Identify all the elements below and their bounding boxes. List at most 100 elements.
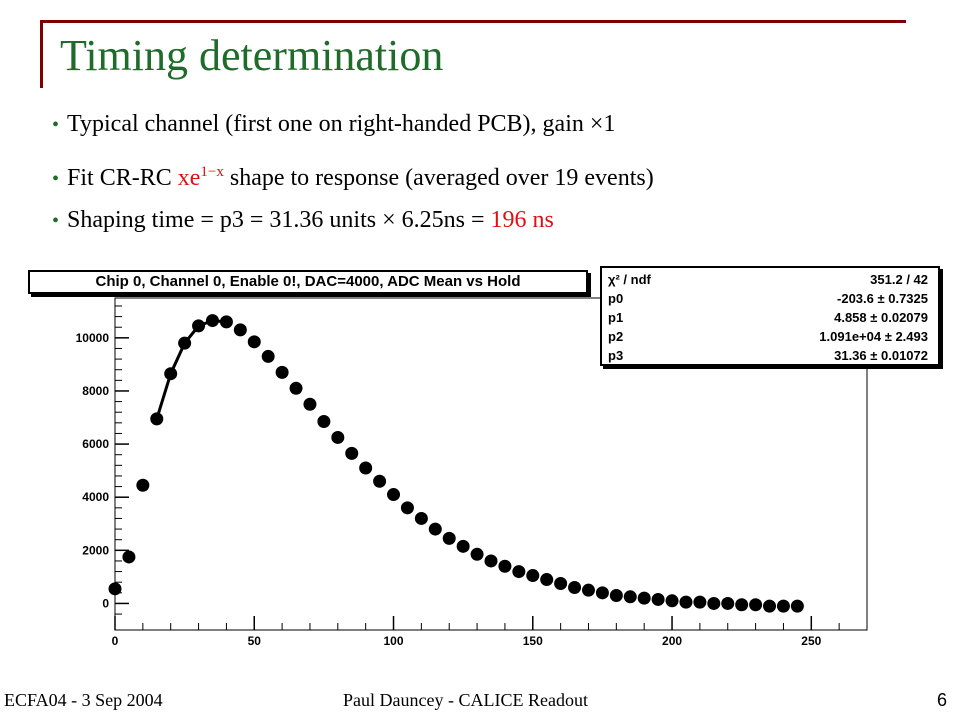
data-point xyxy=(581,583,595,597)
fit-stats-box: χ² / ndf 351.2 / 42 p0 -203.6 ± 0.7325 p1 4… xyxy=(600,266,940,366)
data-point xyxy=(665,594,679,608)
data-point xyxy=(192,319,206,333)
data-point xyxy=(219,315,233,329)
bullet-text: Typical channel (first one on right-hand… xyxy=(67,111,616,137)
stat-row-p1: p1 4.858 ± 0.02079 xyxy=(608,308,932,327)
stat-row-chi2: χ² / ndf 351.2 / 42 xyxy=(608,270,932,289)
result-highlight: 196 ns xyxy=(490,207,554,233)
stat-value: 1.091e+04 ± 2.493 xyxy=(819,329,928,344)
data-point xyxy=(122,550,136,564)
data-point xyxy=(637,591,651,605)
stat-label: p1 xyxy=(608,310,624,325)
data-point xyxy=(345,446,359,460)
data-point xyxy=(568,581,582,595)
data-point xyxy=(763,599,777,613)
data-point xyxy=(609,588,623,602)
bullet-list: • Typical channel (first one on right-han… xyxy=(52,106,654,250)
data-point xyxy=(540,573,554,587)
plot-axes: 0 2000 4000 6000 8000 10000 0 50 100 150 200 250 xyxy=(76,297,868,648)
x-tick-label: 100 xyxy=(384,634,404,648)
bullet-dot-icon: • xyxy=(52,168,60,190)
stat-row-p3: p3 31.36 ± 0.01072 xyxy=(608,346,932,365)
stat-row-p2: p2 1.091e+04 ± 2.493 xyxy=(608,327,932,346)
data-point xyxy=(317,415,331,429)
data-point xyxy=(359,461,373,475)
y-tick-label: 6000 xyxy=(82,437,109,451)
data-point xyxy=(512,565,526,579)
stat-value: 4.858 ± 0.02079 xyxy=(834,310,928,325)
data-point xyxy=(428,522,442,536)
slide-title: Timing determination xyxy=(60,31,444,80)
x-tick-label: 250 xyxy=(801,634,821,648)
stat-label: p3 xyxy=(608,348,624,363)
data-point xyxy=(721,596,735,610)
bullet-dot-icon: • xyxy=(52,210,60,232)
data-point xyxy=(414,511,428,525)
data-point xyxy=(554,577,568,591)
x-tick-label: 150 xyxy=(523,634,543,648)
data-point xyxy=(693,595,707,609)
data-point xyxy=(331,430,345,444)
data-point xyxy=(498,559,512,573)
data-point xyxy=(735,598,749,612)
stat-value: 31.36 ± 0.01072 xyxy=(834,348,928,363)
data-point xyxy=(595,586,609,600)
stat-value: 351.2 / 42 xyxy=(870,272,928,287)
page-number: 6 xyxy=(937,690,948,710)
x-tick-label: 200 xyxy=(662,634,682,648)
data-point xyxy=(150,412,164,426)
header-frame-edge xyxy=(40,20,43,88)
data-point xyxy=(233,323,247,337)
bullet-text: Shaping time = p3 = 31.36 units × 6.25ns… xyxy=(67,207,491,233)
stat-label: p0 xyxy=(608,291,624,306)
data-point xyxy=(136,478,150,492)
data-point xyxy=(387,488,401,502)
header-frame-line xyxy=(40,20,906,23)
y-tick-label: 8000 xyxy=(82,384,109,398)
data-point xyxy=(442,531,456,545)
y-tick-label: 4000 xyxy=(82,490,109,504)
data-point xyxy=(373,474,387,488)
y-tick-label: 10000 xyxy=(76,331,110,345)
formula-exponent: 1−x xyxy=(200,164,224,180)
stat-row-p0: p0 -203.6 ± 0.7325 xyxy=(608,289,932,308)
stat-label: χ² / ndf xyxy=(608,272,651,287)
data-point xyxy=(679,595,693,609)
data-point xyxy=(707,596,721,610)
data-point xyxy=(303,397,317,411)
data-point xyxy=(651,592,665,606)
footer-conference: ECFA04 - 3 Sep 2004 xyxy=(4,690,163,710)
y-tick-label: 2000 xyxy=(82,543,109,557)
bullet-dot-icon: • xyxy=(52,114,60,136)
data-point xyxy=(289,381,303,395)
formula: xe1−x xyxy=(177,164,224,191)
bullet-item: • Typical channel (first one on right-han… xyxy=(52,106,654,154)
y-tick-label: 0 xyxy=(102,596,109,610)
data-point xyxy=(470,547,484,561)
bullet-item: • Fit CR-RC xe1−x shape to response (aver… xyxy=(52,154,654,202)
stat-value: -203.6 ± 0.7325 xyxy=(837,291,928,306)
data-point xyxy=(205,314,219,328)
data-point xyxy=(749,598,763,612)
x-tick-label: 50 xyxy=(248,634,262,648)
data-point xyxy=(526,569,540,583)
bullet-text: shape to response (averaged over 19 even… xyxy=(223,165,654,191)
data-point xyxy=(456,539,470,553)
plot-title: Chip 0, Channel 0, Enable 0!, DAC=4000, … xyxy=(28,270,588,294)
data-point xyxy=(247,335,261,349)
stat-label: p2 xyxy=(608,329,624,344)
data-point xyxy=(261,349,275,363)
data-point xyxy=(400,501,414,515)
data-point xyxy=(108,582,122,596)
bullet-item: • Shaping time = p3 = 31.36 units × 6.25n… xyxy=(52,202,654,250)
footer-author: Paul Dauncey - CALICE Readout xyxy=(343,690,588,710)
data-point xyxy=(275,365,289,379)
data-point xyxy=(164,367,178,381)
data-point xyxy=(790,599,804,613)
formula-base: xe xyxy=(177,165,201,191)
bullet-text: Fit CR-RC xyxy=(67,165,178,191)
plot-frame xyxy=(114,297,868,631)
x-tick-label: 0 xyxy=(112,634,119,648)
data-point xyxy=(623,590,637,604)
